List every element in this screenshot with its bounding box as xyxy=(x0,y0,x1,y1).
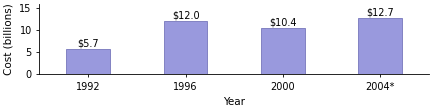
Y-axis label: Cost (billions): Cost (billions) xyxy=(4,3,14,75)
Bar xyxy=(359,18,402,74)
Text: $12.7: $12.7 xyxy=(366,7,394,17)
Text: $10.4: $10.4 xyxy=(269,18,297,28)
Bar xyxy=(164,21,207,74)
Text: $5.7: $5.7 xyxy=(78,38,99,48)
Text: $12.0: $12.0 xyxy=(172,11,199,21)
Bar xyxy=(66,49,110,74)
X-axis label: Year: Year xyxy=(223,97,245,107)
Bar xyxy=(261,28,305,74)
